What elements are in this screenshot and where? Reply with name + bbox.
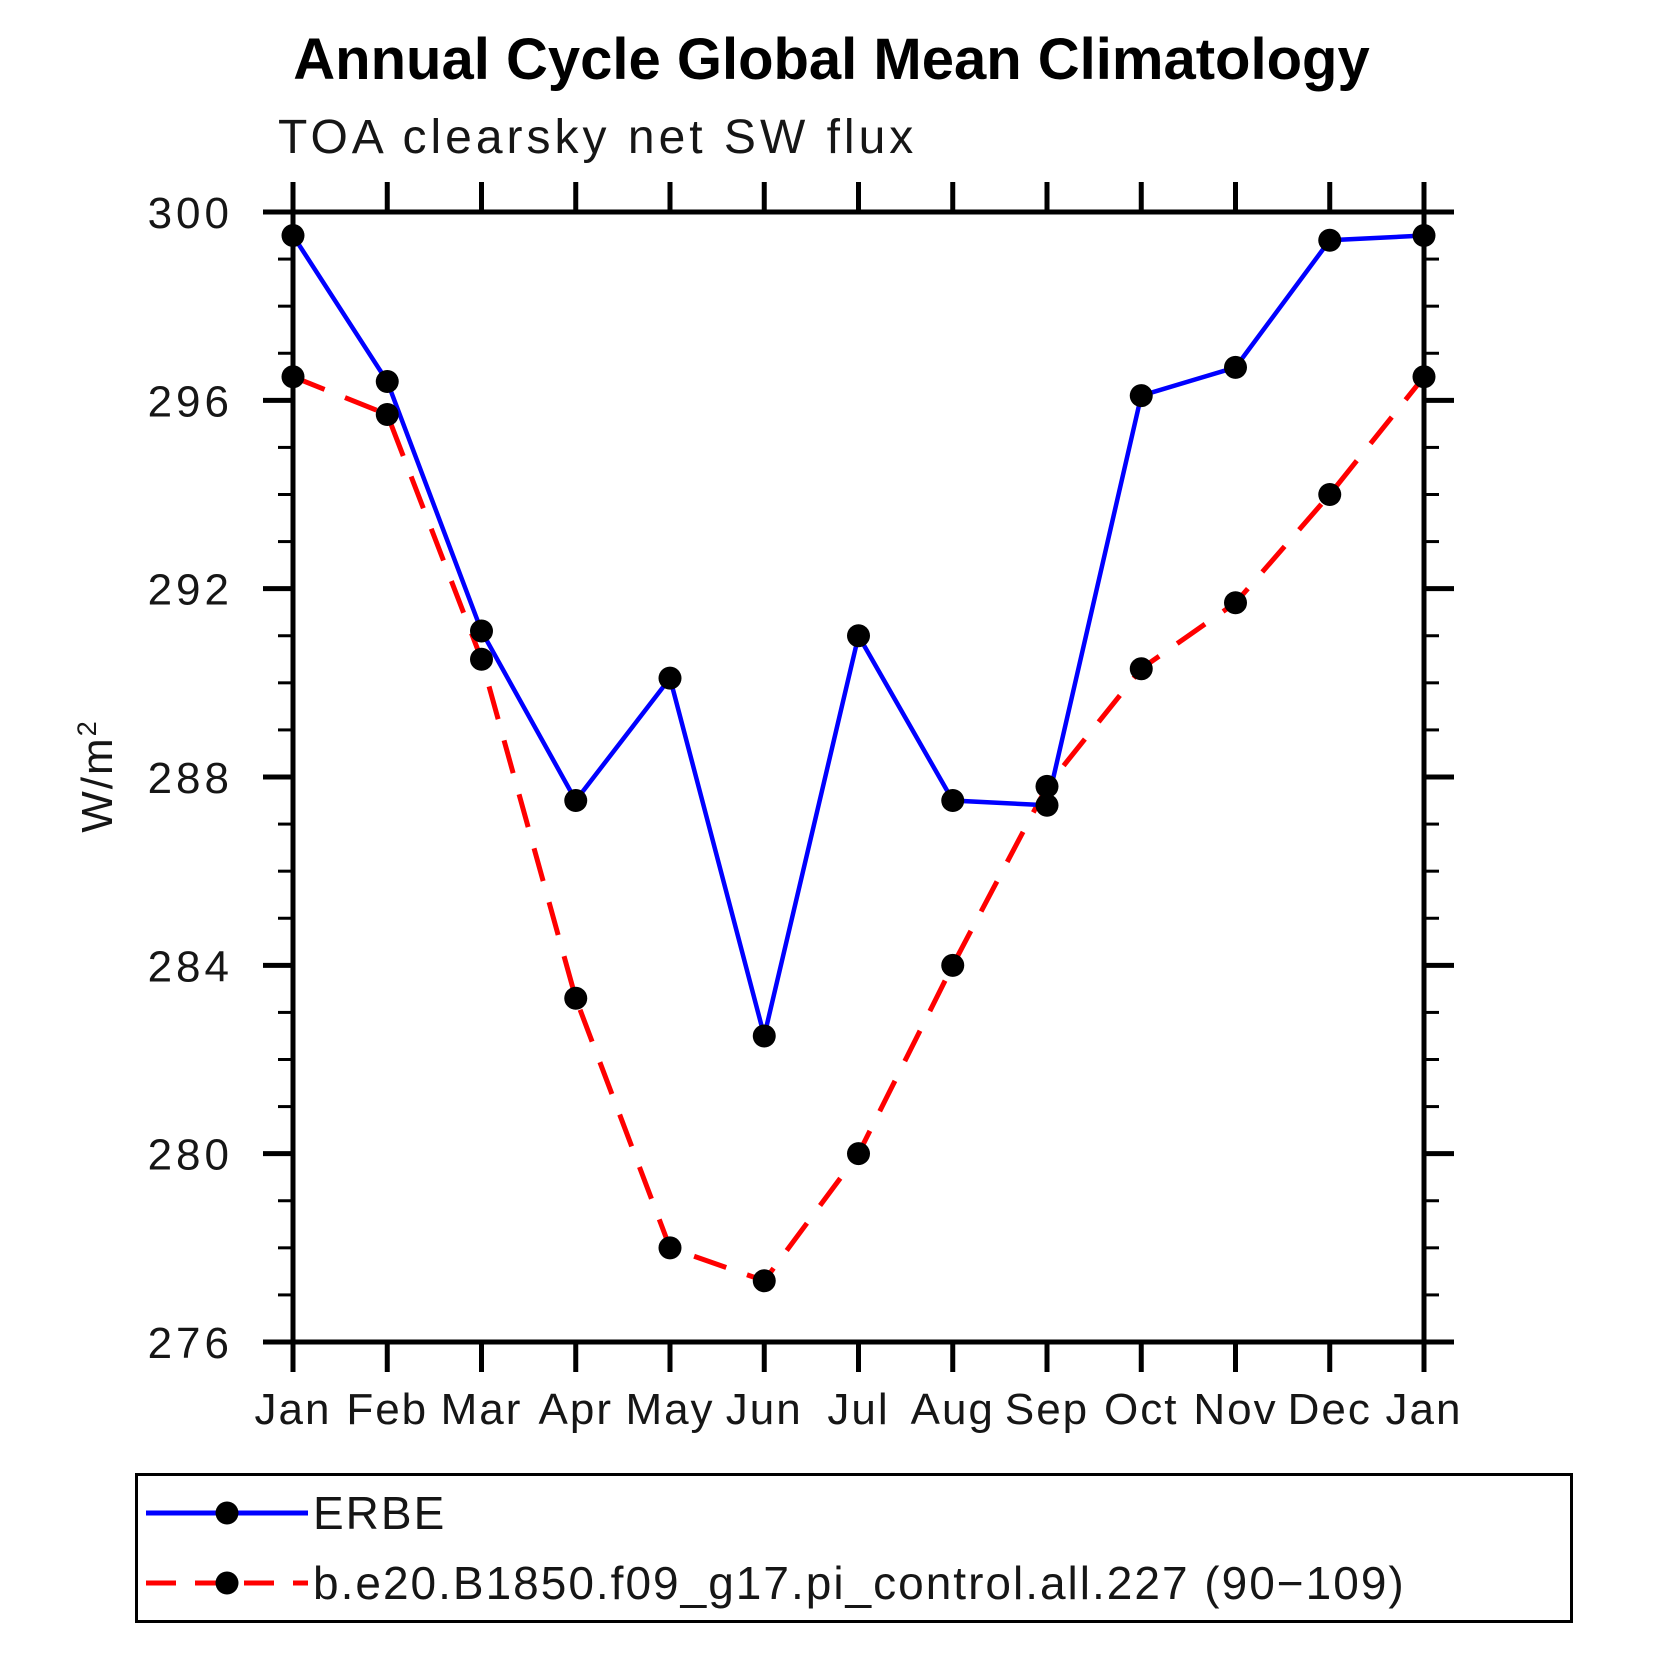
erbe-marker	[1224, 355, 1247, 379]
model-marker	[375, 402, 399, 426]
erbe-marker	[1412, 224, 1436, 248]
erbe-marker	[281, 224, 305, 248]
legend-dashed-line-icon	[146, 1571, 308, 1595]
x-tick-label: Jan	[1386, 1385, 1463, 1434]
x-tick-label: Mar	[441, 1385, 523, 1434]
erbe-marker	[941, 789, 965, 813]
erbe-marker	[564, 789, 588, 813]
x-tick-label: Oct	[1104, 1385, 1178, 1434]
y-tick-label: 296	[148, 377, 233, 426]
x-tick-label: Jan	[255, 1385, 332, 1434]
chart-subtitle: TOA clearsky net SW flux	[278, 111, 918, 164]
erbe-marker	[752, 1024, 776, 1048]
y-tick-label: 284	[148, 942, 233, 991]
y-tick-label: 292	[148, 566, 233, 615]
x-tick-label: May	[625, 1385, 714, 1434]
erbe-marker	[375, 370, 399, 393]
model-marker	[941, 953, 965, 977]
model-marker	[847, 1142, 870, 1166]
x-tick-label: Sep	[1005, 1385, 1089, 1434]
chart-title: Annual Cycle Global Mean Climatology	[293, 27, 1370, 92]
y-tick-label: 276	[148, 1319, 233, 1368]
y-tick-label: 280	[148, 1131, 233, 1180]
model-marker	[564, 986, 588, 1010]
model-marker	[658, 1236, 682, 1260]
x-tick-label: Jul	[827, 1385, 889, 1434]
model-marker	[752, 1269, 776, 1293]
erbe-marker	[658, 666, 682, 690]
x-tick-label: Nov	[1193, 1385, 1277, 1434]
model-marker	[470, 647, 493, 671]
model-marker	[1224, 591, 1247, 615]
legend-solid-line-icon	[146, 1501, 308, 1525]
legend-entry-model: b.e20.B1850.f09_g17.pi_control.all.227 (…	[138, 1548, 1570, 1618]
erbe-marker	[1318, 228, 1342, 252]
x-tick-label: Feb	[346, 1385, 428, 1434]
legend-label-model: b.e20.B1850.f09_g17.pi_control.all.227 (…	[313, 1557, 1406, 1609]
model-marker	[1035, 774, 1059, 798]
erbe-marker	[1129, 384, 1153, 408]
x-tick-label: Dec	[1288, 1385, 1372, 1434]
legend-entry-erbe: ERBE	[138, 1478, 1570, 1548]
x-tick-label: Jun	[726, 1385, 803, 1434]
erbe-marker	[1035, 793, 1059, 817]
model-marker	[1412, 365, 1436, 389]
legend-label-erbe: ERBE	[313, 1487, 447, 1539]
y-tick-label: 288	[148, 754, 233, 803]
model-marker	[281, 365, 305, 389]
legend-box: ERBE b.e20.B1850.f09_g17.pi_control.all.…	[135, 1473, 1573, 1623]
model-marker	[1129, 657, 1153, 681]
x-tick-label: Apr	[539, 1385, 613, 1434]
x-tick-label: Aug	[911, 1385, 995, 1434]
model-marker	[1318, 483, 1342, 506]
y-tick-label: 300	[148, 189, 233, 238]
erbe-marker	[470, 619, 493, 643]
erbe-marker	[847, 624, 870, 648]
